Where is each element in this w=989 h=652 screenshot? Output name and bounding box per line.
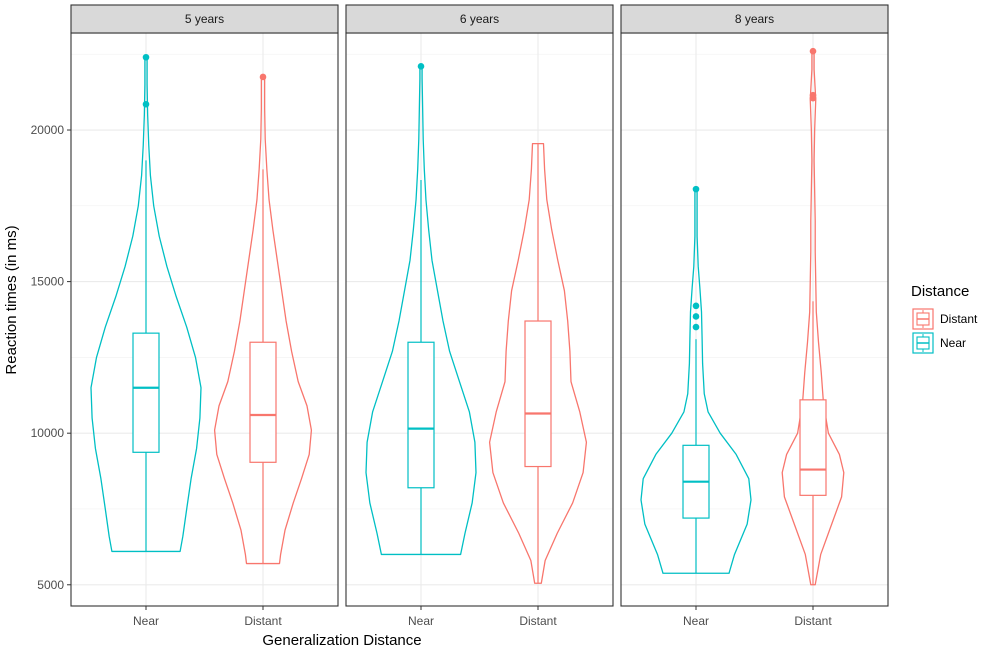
outlier-point <box>692 313 700 320</box>
facet-panel: 6 years Near Distant <box>345 4 614 628</box>
x-tick-label: Distant <box>244 614 282 628</box>
panel-background <box>71 33 338 606</box>
outlier-point <box>142 53 150 61</box>
y-axis-title: Reaction times (in ms) <box>3 225 20 374</box>
box-iqr <box>249 341 277 463</box>
facet-strip-label: 5 years <box>185 12 224 26</box>
facet-strip <box>345 4 614 34</box>
outlier-point <box>259 73 267 81</box>
facet-panel: 8 years Near Distant <box>620 4 889 628</box>
violin-shape <box>488 143 588 584</box>
violin-group-near <box>90 53 202 553</box>
legend: Distance Distant Near <box>911 283 978 355</box>
y-tick-label: 20000 <box>31 123 65 137</box>
x-tick-label: Distant <box>519 614 557 628</box>
y-tick-label: 15000 <box>31 275 65 289</box>
panel-background <box>621 33 888 606</box>
box-iqr <box>407 341 435 489</box>
outlier-point <box>692 323 700 331</box>
outlier-point <box>142 100 150 108</box>
box-iqr <box>799 399 827 496</box>
violin-group-near <box>365 63 477 556</box>
y-tick-label: 5000 <box>37 578 64 592</box>
panel-background <box>346 33 613 606</box>
facet-strip-label: 6 years <box>460 12 499 26</box>
x-tick-label: Near <box>683 614 709 628</box>
y-tick-label: 10000 <box>31 426 65 440</box>
legend-keys: Distant Near <box>911 307 978 355</box>
x-tick-label: Distant <box>794 614 832 628</box>
violin-group-near <box>640 185 752 574</box>
legend-key-distant: Distant <box>911 307 978 331</box>
facet-panel: 5 years Near Distant <box>70 4 339 628</box>
legend-key-violin <box>912 308 934 330</box>
legend-key-violin <box>912 332 934 354</box>
outlier-point <box>417 63 425 70</box>
facet-strip <box>70 4 339 34</box>
box-iqr <box>132 332 160 453</box>
outlier-point <box>809 91 817 99</box>
y-axis: 5000 10000 15000 20000 <box>31 123 71 592</box>
facet-strip <box>620 4 889 34</box>
legend-title: Distance <box>911 283 969 300</box>
violin-group-distant <box>488 143 588 584</box>
legend-label: Distant <box>940 312 978 326</box>
outlier-point <box>692 302 700 310</box>
legend-key-near: Near <box>911 331 966 355</box>
x-tick-label: Near <box>408 614 434 628</box>
violin-group-distant <box>213 73 313 565</box>
outlier-point <box>692 185 700 193</box>
legend-label: Near <box>940 336 966 350</box>
violin-group-distant <box>781 47 845 586</box>
x-tick-label: Near <box>133 614 159 628</box>
outlier-point <box>809 47 817 55</box>
facet-strip-label: 8 years <box>735 12 774 26</box>
x-axis-title: Generalization Distance <box>262 632 421 649</box>
box-iqr <box>524 320 552 468</box>
